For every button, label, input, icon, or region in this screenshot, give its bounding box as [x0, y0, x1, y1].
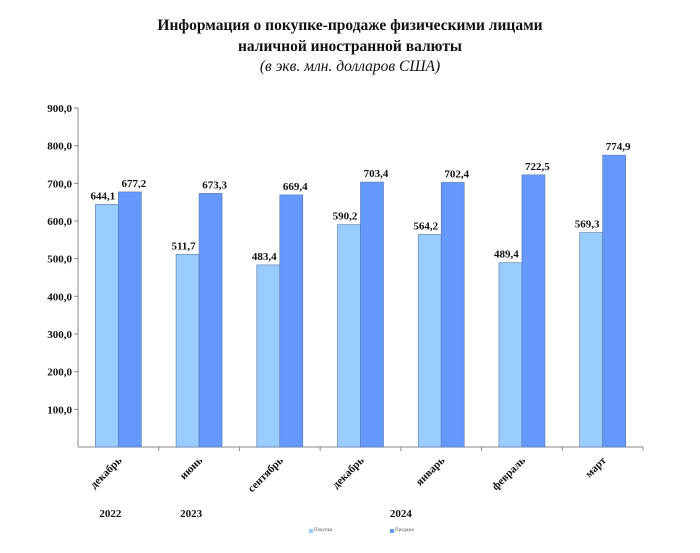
data-label: 644,1	[90, 190, 115, 202]
data-label: 483,4	[252, 251, 277, 263]
data-label: 774,9	[606, 141, 631, 153]
bar-purchase	[579, 232, 603, 448]
bar-purchase	[498, 262, 523, 448]
year-label: 2024	[390, 508, 413, 520]
x-category-label: февраль	[490, 455, 528, 493]
x-category-label: декабрь	[88, 455, 125, 492]
legend-swatch	[390, 528, 394, 533]
bar-sale	[602, 154, 626, 448]
y-tick-label: 100,0	[47, 404, 72, 416]
data-label: 669,4	[283, 181, 308, 193]
y-tick-label: 900,0	[47, 103, 72, 115]
legend-item-purchase: Покупка	[309, 528, 332, 533]
bar-purchase	[256, 264, 281, 448]
bar-sale	[521, 174, 546, 448]
data-label: 489,4	[494, 249, 519, 261]
data-label: 511,7	[171, 240, 196, 252]
x-category-label: март	[583, 454, 609, 480]
data-label: 702,4	[444, 168, 469, 180]
bar-purchase	[175, 253, 200, 448]
legend-swatch	[309, 528, 313, 533]
bar-purchase	[95, 204, 119, 448]
bar-sale	[279, 194, 304, 448]
bar-sale	[118, 191, 142, 448]
y-tick-label: 700,0	[47, 178, 72, 190]
bar-sale	[440, 182, 465, 448]
data-label: 673,3	[202, 179, 227, 191]
bar-purchase	[417, 234, 442, 448]
bar-purchase	[337, 224, 361, 448]
bar-sale	[198, 193, 223, 448]
data-label: 569,3	[575, 219, 600, 231]
chart-title: Информация о покупке-продаже физическими…	[157, 17, 543, 34]
data-label: 677,2	[121, 178, 146, 190]
x-category-label: июнь	[178, 455, 206, 483]
data-label: 703,4	[364, 168, 389, 180]
legend-label: Продажа	[395, 528, 414, 533]
data-label: 564,2	[413, 220, 438, 232]
y-tick-label: 500,0	[47, 254, 72, 266]
year-label: 2023	[180, 508, 203, 520]
data-label: 722,5	[525, 161, 550, 173]
y-tick-label: 400,0	[47, 291, 72, 303]
chart-subtitle: (в экв. млн. долларов США)	[259, 58, 441, 75]
y-tick-label: 800,0	[47, 141, 72, 153]
y-tick-label: 600,0	[47, 216, 72, 228]
x-category-label: январь	[414, 455, 448, 489]
x-category-label: декабрь	[330, 455, 367, 492]
y-tick-label: 300,0	[47, 329, 72, 341]
data-label: 590,2	[333, 211, 358, 223]
bar-sale	[360, 181, 384, 448]
legend-label: Покупка	[314, 528, 333, 533]
chart-title-line2: наличной иностранной валюты	[237, 38, 463, 55]
x-category-label: сентябрь	[246, 455, 286, 495]
year-label: 2022	[99, 508, 122, 520]
legend-item-sale: Продажа	[390, 528, 414, 533]
y-tick-label: 200,0	[47, 367, 72, 379]
